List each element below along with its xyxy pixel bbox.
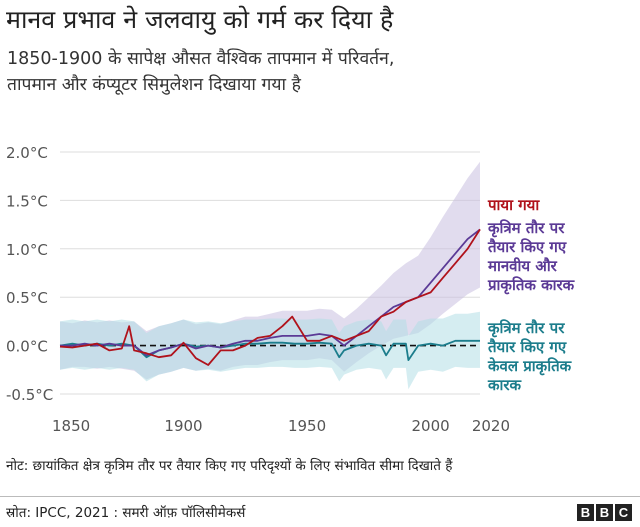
legend-line: कृत्रिम तौर पर (487, 219, 565, 238)
chart-note: नोट: छायांकित क्षेत्र कृत्रिम तौर पर तैय… (6, 458, 453, 474)
source-text: स्रोत: IPCC, 2021 : समरी ऑफ़ पॉलिसीमेकर्… (6, 505, 246, 521)
bbc-logo-block: B (596, 504, 613, 521)
bbc-logo: B B C (577, 504, 632, 521)
source-divider (0, 496, 640, 497)
x-axis-ticks: 1850 1900 1950 2000 2020 (52, 417, 510, 435)
legend-entry: पाया गया (487, 196, 540, 214)
x-tick-label: 1900 (164, 417, 202, 435)
y-tick-label: 0.0°C (6, 338, 48, 356)
uncertainty-bands (60, 161, 480, 390)
y-tick-label: -0.5°C (6, 386, 53, 404)
bbc-logo-block: B (577, 504, 594, 521)
y-tick-label: 1.0°C (6, 241, 48, 259)
legend-line: कृत्रिम तौर पर (487, 319, 565, 338)
legend-line: मानवीय और (487, 257, 558, 275)
legend-entry: कृत्रिम तौर पर तैयार किए गए केवल प्राकृतिक… (487, 319, 573, 394)
grid (60, 151, 480, 395)
x-tick-label: 2020 (472, 417, 510, 435)
y-tick-label: 1.5°C (6, 192, 48, 210)
y-axis-ticks: -0.5°C 0.0°C 0.5°C 1.0°C 1.5°C 2.0°C (6, 144, 53, 404)
uncertainty-band-2 (60, 311, 480, 390)
y-tick-label: 2.0°C (6, 144, 48, 162)
chart-title: मानव प्रभाव ने जलवायु को गर्म कर दिया है (6, 5, 394, 34)
legend: पाया गयाकृत्रिम तौर पर तैयार किए गए मानवीय… (487, 196, 576, 394)
temperature-chart: -0.5°C 0.0°C 0.5°C 1.0°C 1.5°C 2.0°C 1850 1900… (6, 144, 576, 435)
legend-line: तैयार किए गए (487, 238, 567, 256)
x-tick-label: 2000 (411, 417, 449, 435)
y-tick-label: 0.5°C (6, 289, 48, 307)
legend-entry: कृत्रिम तौर पर तैयार किए गए मानवीय और प्राक… (487, 219, 576, 295)
legend-line: प्राकृतिक कारक (487, 276, 576, 295)
subtitle-line-2: तापमान और कंप्यूटर सिमुलेशन दिखाया गया ह… (7, 75, 301, 95)
series-lines (59, 228, 481, 366)
x-tick-label: 1950 (288, 417, 326, 435)
subtitle-line-1: 1850-1900 के सापेक्ष औसत वैश्विक तापमान … (7, 49, 395, 69)
legend-line: केवल प्राकृतिक (487, 357, 573, 376)
chart-subtitle: 1850-1900 के सापेक्ष औसत वैश्विक तापमान … (7, 46, 627, 98)
x-tick-label: 1850 (52, 417, 90, 435)
legend-line: तैयार किए गए (487, 338, 567, 356)
legend-line: पाया गया (487, 196, 540, 214)
series-line-0 (59, 228, 481, 366)
bbc-logo-block: C (615, 504, 632, 521)
legend-line: कारक (487, 376, 523, 394)
